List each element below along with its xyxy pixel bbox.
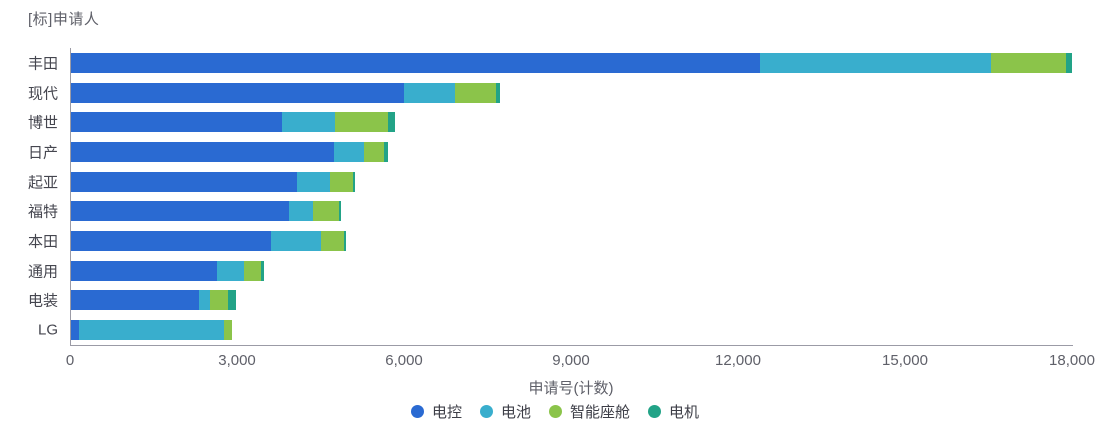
bar-segment[interactable]: [289, 201, 314, 222]
y-axis-labels: 丰田现代博世日产起亚福特本田通用电装 LG: [0, 48, 58, 345]
legend-label: 电池: [500, 404, 531, 421]
bar-segment[interactable]: [334, 141, 364, 162]
bar-segment[interactable]: [210, 290, 228, 311]
bar-row: [71, 320, 1073, 341]
x-axis-tick-label: 18,000: [1049, 352, 1095, 369]
bar-segment[interactable]: [216, 260, 245, 281]
bar-row: [71, 112, 1073, 133]
bar-segment[interactable]: [281, 112, 335, 133]
bar-segment[interactable]: [387, 112, 395, 133]
y-axis-label: 丰田: [27, 55, 58, 73]
bar-segment[interactable]: [760, 52, 992, 73]
x-axis-tick-label: 3,000: [218, 352, 256, 369]
bar-segment[interactable]: [71, 320, 80, 341]
bar-row: [71, 201, 1073, 222]
bar-segment[interactable]: [454, 82, 496, 103]
legend-item[interactable]: 智能座舱: [549, 401, 630, 422]
bar-segment[interactable]: [334, 112, 388, 133]
bar-segment[interactable]: [71, 141, 335, 162]
bar-segment[interactable]: [260, 260, 264, 281]
bar-segment[interactable]: [383, 141, 388, 162]
x-axis-tick-label: 6,000: [385, 352, 423, 369]
bar-row: [71, 52, 1073, 73]
legend-dot-icon: [648, 405, 662, 418]
bar-segment[interactable]: [71, 201, 290, 222]
bar-segment[interactable]: [71, 171, 297, 192]
plot-area: [70, 48, 1073, 346]
bar-segment[interactable]: [71, 231, 272, 252]
x-axis-ticks: 0 3,000 6,000 9,000 12,000 15,000 18,000: [66, 352, 1095, 372]
y-axis-label: 福特: [27, 203, 58, 221]
bar-segment[interactable]: [495, 82, 500, 103]
legend-dot-icon: [479, 405, 493, 418]
bar-segment[interactable]: [1066, 52, 1073, 73]
y-axis-label: 本田: [27, 233, 58, 251]
bar-segment[interactable]: [71, 112, 282, 133]
bar-row: [71, 260, 1073, 281]
bar-segment[interactable]: [339, 201, 341, 222]
x-axis-tick-label: 12,000: [715, 352, 761, 369]
legend-label: 电控: [431, 404, 462, 421]
y-axis-label: 博世: [27, 114, 58, 132]
bar-row: [71, 231, 1073, 252]
legend-dot-icon: [549, 405, 562, 418]
x-axis-tick-label: 9,000: [552, 352, 590, 369]
bar-segment[interactable]: [79, 320, 224, 341]
bar-segment[interactable]: [330, 171, 353, 192]
y-axis-label: 电装: [27, 292, 58, 310]
legend-item[interactable]: 电池: [479, 401, 531, 422]
bar-segment[interactable]: [403, 82, 455, 103]
bar-segment[interactable]: [71, 82, 404, 103]
bar-segment[interactable]: [313, 201, 340, 222]
bar-segment[interactable]: [352, 171, 355, 192]
legend-item[interactable]: 电控: [410, 401, 462, 422]
legend: 电控 电池 智能座舱 电机: [0, 401, 1110, 422]
legend-label: 电机: [669, 404, 700, 421]
bar-segment[interactable]: [71, 290, 200, 311]
legend-item[interactable]: 电机: [648, 401, 699, 422]
bar-segment[interactable]: [271, 231, 322, 252]
legend-label: 智能座舱: [570, 404, 631, 421]
y-axis-label: 通用: [27, 263, 58, 281]
bar-row: [71, 171, 1073, 192]
bar-segment[interactable]: [244, 260, 261, 281]
y-axis-label: LG: [37, 321, 58, 339]
bar-segment[interactable]: [223, 320, 233, 341]
bar-segment[interactable]: [71, 260, 217, 281]
bar-segment[interactable]: [297, 171, 331, 192]
x-axis-tick-label: 0: [65, 352, 75, 369]
bar-row: [71, 82, 1073, 103]
bar-segment[interactable]: [71, 52, 761, 73]
y-axis-label: 起亚: [27, 174, 58, 192]
bar-row: [71, 290, 1073, 311]
bar-segment[interactable]: [321, 231, 344, 252]
x-axis-tick-label: 15,000: [882, 352, 928, 369]
bar-segment[interactable]: [199, 290, 211, 311]
bar-segment[interactable]: [991, 52, 1067, 73]
bar-segment[interactable]: [227, 290, 237, 311]
bar-segment[interactable]: [343, 231, 346, 252]
y-axis-label: 日产: [27, 144, 58, 162]
legend-dot-icon: [410, 405, 424, 418]
bar-segment[interactable]: [363, 141, 384, 162]
bar-row: [71, 141, 1073, 162]
y-axis-label: 现代: [27, 85, 58, 103]
x-axis-title: 申请号(计数): [528, 380, 614, 397]
chart-title: [标]申请人: [28, 11, 100, 28]
